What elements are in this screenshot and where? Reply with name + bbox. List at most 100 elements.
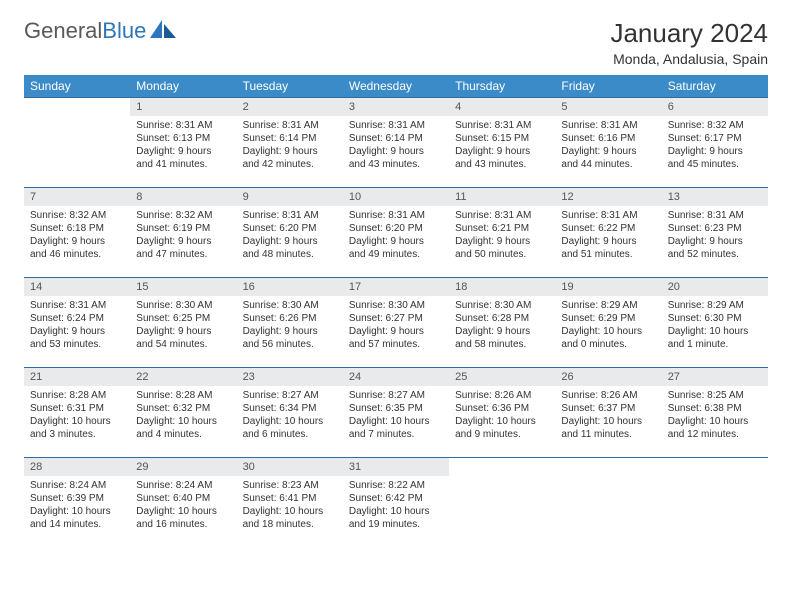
weekday-header: Tuesday: [237, 75, 343, 98]
day-details: Sunrise: 8:31 AMSunset: 6:23 PMDaylight:…: [662, 206, 768, 267]
calendar-day-cell: 4Sunrise: 8:31 AMSunset: 6:15 PMDaylight…: [449, 98, 555, 188]
calendar-day-cell: 9Sunrise: 8:31 AMSunset: 6:20 PMDaylight…: [237, 188, 343, 278]
weekday-header: Monday: [130, 75, 236, 98]
day-number: 8: [130, 188, 236, 206]
weekday-header: Wednesday: [343, 75, 449, 98]
day-details: Sunrise: 8:30 AMSunset: 6:26 PMDaylight:…: [237, 296, 343, 357]
calendar-week-row: 28Sunrise: 8:24 AMSunset: 6:39 PMDayligh…: [24, 458, 768, 548]
day-number: 4: [449, 98, 555, 116]
day-details: Sunrise: 8:31 AMSunset: 6:21 PMDaylight:…: [449, 206, 555, 267]
day-details: Sunrise: 8:31 AMSunset: 6:22 PMDaylight:…: [555, 206, 661, 267]
day-details: Sunrise: 8:31 AMSunset: 6:20 PMDaylight:…: [343, 206, 449, 267]
calendar-empty-cell: [24, 98, 130, 188]
day-details: Sunrise: 8:32 AMSunset: 6:18 PMDaylight:…: [24, 206, 130, 267]
day-details: Sunrise: 8:32 AMSunset: 6:19 PMDaylight:…: [130, 206, 236, 267]
day-number: 27: [662, 368, 768, 386]
day-number: 2: [237, 98, 343, 116]
day-number: 13: [662, 188, 768, 206]
day-number: 12: [555, 188, 661, 206]
weekday-header: Friday: [555, 75, 661, 98]
calendar-day-cell: 5Sunrise: 8:31 AMSunset: 6:16 PMDaylight…: [555, 98, 661, 188]
calendar-empty-cell: [555, 458, 661, 548]
day-number: 23: [237, 368, 343, 386]
day-details: Sunrise: 8:22 AMSunset: 6:42 PMDaylight:…: [343, 476, 449, 537]
day-details: Sunrise: 8:31 AMSunset: 6:16 PMDaylight:…: [555, 116, 661, 177]
calendar-week-row: 14Sunrise: 8:31 AMSunset: 6:24 PMDayligh…: [24, 278, 768, 368]
day-details: Sunrise: 8:27 AMSunset: 6:35 PMDaylight:…: [343, 386, 449, 447]
weekday-header: Sunday: [24, 75, 130, 98]
day-details: Sunrise: 8:30 AMSunset: 6:25 PMDaylight:…: [130, 296, 236, 357]
day-details: Sunrise: 8:30 AMSunset: 6:28 PMDaylight:…: [449, 296, 555, 357]
day-number: 19: [555, 278, 661, 296]
calendar-body: 1Sunrise: 8:31 AMSunset: 6:13 PMDaylight…: [24, 98, 768, 548]
day-number: 24: [343, 368, 449, 386]
calendar-table: SundayMondayTuesdayWednesdayThursdayFrid…: [24, 75, 768, 548]
calendar-day-cell: 3Sunrise: 8:31 AMSunset: 6:14 PMDaylight…: [343, 98, 449, 188]
calendar-week-row: 1Sunrise: 8:31 AMSunset: 6:13 PMDaylight…: [24, 98, 768, 188]
day-number: 25: [449, 368, 555, 386]
calendar-day-cell: 19Sunrise: 8:29 AMSunset: 6:29 PMDayligh…: [555, 278, 661, 368]
weekday-header: Thursday: [449, 75, 555, 98]
calendar-day-cell: 23Sunrise: 8:27 AMSunset: 6:34 PMDayligh…: [237, 368, 343, 458]
day-details: Sunrise: 8:26 AMSunset: 6:36 PMDaylight:…: [449, 386, 555, 447]
calendar-day-cell: 15Sunrise: 8:30 AMSunset: 6:25 PMDayligh…: [130, 278, 236, 368]
day-details: Sunrise: 8:30 AMSunset: 6:27 PMDaylight:…: [343, 296, 449, 357]
day-number: 29: [130, 458, 236, 476]
day-number: 1: [130, 98, 236, 116]
day-details: Sunrise: 8:29 AMSunset: 6:30 PMDaylight:…: [662, 296, 768, 357]
calendar-day-cell: 29Sunrise: 8:24 AMSunset: 6:40 PMDayligh…: [130, 458, 236, 548]
day-number: 28: [24, 458, 130, 476]
brand-text-2: Blue: [102, 18, 146, 44]
weekday-header-row: SundayMondayTuesdayWednesdayThursdayFrid…: [24, 75, 768, 98]
calendar-day-cell: 16Sunrise: 8:30 AMSunset: 6:26 PMDayligh…: [237, 278, 343, 368]
day-details: Sunrise: 8:23 AMSunset: 6:41 PMDaylight:…: [237, 476, 343, 537]
day-number: 11: [449, 188, 555, 206]
day-details: Sunrise: 8:31 AMSunset: 6:20 PMDaylight:…: [237, 206, 343, 267]
calendar-day-cell: 11Sunrise: 8:31 AMSunset: 6:21 PMDayligh…: [449, 188, 555, 278]
day-details: Sunrise: 8:31 AMSunset: 6:15 PMDaylight:…: [449, 116, 555, 177]
page-title: January 2024: [610, 18, 768, 49]
calendar-day-cell: 31Sunrise: 8:22 AMSunset: 6:42 PMDayligh…: [343, 458, 449, 548]
title-block: January 2024 Monda, Andalusia, Spain: [610, 18, 768, 67]
calendar-empty-cell: [662, 458, 768, 548]
day-details: Sunrise: 8:31 AMSunset: 6:14 PMDaylight:…: [343, 116, 449, 177]
calendar-day-cell: 14Sunrise: 8:31 AMSunset: 6:24 PMDayligh…: [24, 278, 130, 368]
day-details: Sunrise: 8:24 AMSunset: 6:40 PMDaylight:…: [130, 476, 236, 537]
brand-text-1: General: [24, 18, 102, 44]
day-number: 6: [662, 98, 768, 116]
calendar-day-cell: 28Sunrise: 8:24 AMSunset: 6:39 PMDayligh…: [24, 458, 130, 548]
day-number: 15: [130, 278, 236, 296]
calendar-day-cell: 30Sunrise: 8:23 AMSunset: 6:41 PMDayligh…: [237, 458, 343, 548]
calendar-day-cell: 27Sunrise: 8:25 AMSunset: 6:38 PMDayligh…: [662, 368, 768, 458]
day-number: 10: [343, 188, 449, 206]
calendar-week-row: 21Sunrise: 8:28 AMSunset: 6:31 PMDayligh…: [24, 368, 768, 458]
page-header: GeneralBlue January 2024 Monda, Andalusi…: [24, 18, 768, 67]
day-number: 16: [237, 278, 343, 296]
calendar-day-cell: 8Sunrise: 8:32 AMSunset: 6:19 PMDaylight…: [130, 188, 236, 278]
day-number: 17: [343, 278, 449, 296]
day-details: Sunrise: 8:31 AMSunset: 6:13 PMDaylight:…: [130, 116, 236, 177]
location-text: Monda, Andalusia, Spain: [610, 51, 768, 67]
logo-sail-icon: [150, 18, 176, 44]
calendar-day-cell: 1Sunrise: 8:31 AMSunset: 6:13 PMDaylight…: [130, 98, 236, 188]
weekday-header: Saturday: [662, 75, 768, 98]
brand-logo: GeneralBlue: [24, 18, 176, 44]
day-details: Sunrise: 8:24 AMSunset: 6:39 PMDaylight:…: [24, 476, 130, 537]
day-number: 5: [555, 98, 661, 116]
calendar-day-cell: 7Sunrise: 8:32 AMSunset: 6:18 PMDaylight…: [24, 188, 130, 278]
day-number: 3: [343, 98, 449, 116]
day-details: Sunrise: 8:26 AMSunset: 6:37 PMDaylight:…: [555, 386, 661, 447]
day-details: Sunrise: 8:27 AMSunset: 6:34 PMDaylight:…: [237, 386, 343, 447]
calendar-day-cell: 10Sunrise: 8:31 AMSunset: 6:20 PMDayligh…: [343, 188, 449, 278]
day-number: 7: [24, 188, 130, 206]
calendar-day-cell: 2Sunrise: 8:31 AMSunset: 6:14 PMDaylight…: [237, 98, 343, 188]
day-details: Sunrise: 8:31 AMSunset: 6:24 PMDaylight:…: [24, 296, 130, 357]
day-number: 26: [555, 368, 661, 386]
calendar-day-cell: 21Sunrise: 8:28 AMSunset: 6:31 PMDayligh…: [24, 368, 130, 458]
day-number: 21: [24, 368, 130, 386]
day-details: Sunrise: 8:29 AMSunset: 6:29 PMDaylight:…: [555, 296, 661, 357]
calendar-day-cell: 18Sunrise: 8:30 AMSunset: 6:28 PMDayligh…: [449, 278, 555, 368]
calendar-day-cell: 20Sunrise: 8:29 AMSunset: 6:30 PMDayligh…: [662, 278, 768, 368]
day-number: 31: [343, 458, 449, 476]
day-number: 14: [24, 278, 130, 296]
